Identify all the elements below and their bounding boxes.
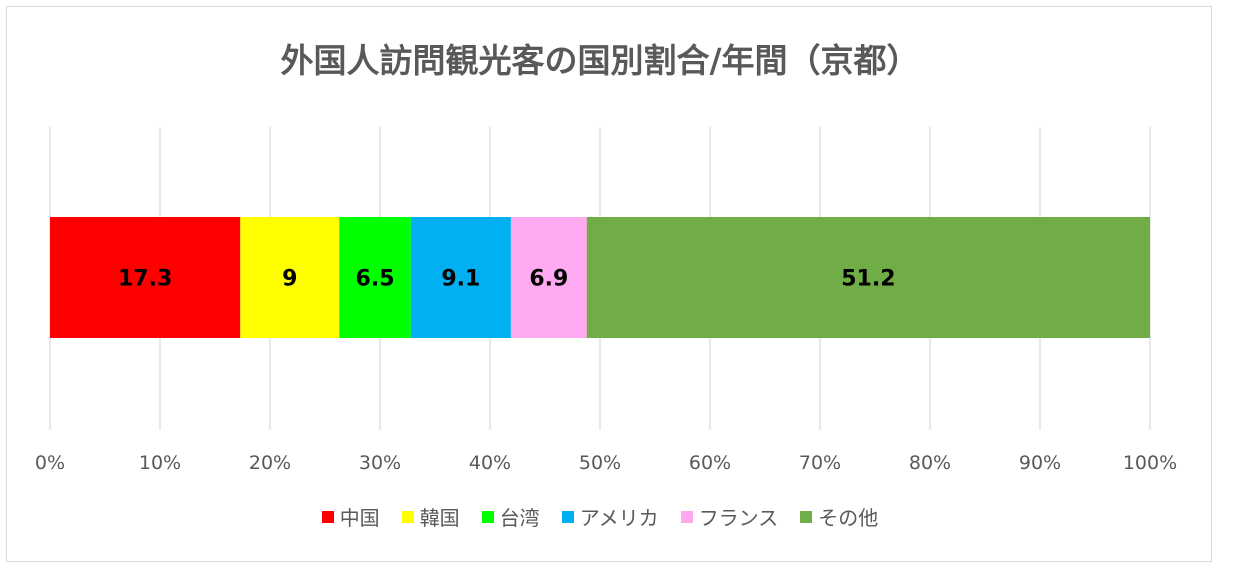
x-tick-label: 70% xyxy=(799,452,841,474)
x-tick-label: 60% xyxy=(689,452,731,474)
legend-item: 中国 xyxy=(321,502,380,531)
legend-item: アメリカ xyxy=(561,502,659,531)
chart-plot-area: 17.3 9 6.5 9.1 6.9 51.2 0% 10% 20% 30% 40% 50% 60% 7… xyxy=(35,127,1177,474)
bar-segment xyxy=(586,217,1150,338)
legend-swatch xyxy=(561,510,574,523)
x-tick-label: 80% xyxy=(909,452,951,474)
data-label: 51.2 xyxy=(841,267,895,292)
legend-item: その他 xyxy=(800,502,878,531)
x-tick-label: 0% xyxy=(35,452,65,474)
bar-segment xyxy=(510,217,587,338)
data-label: 6.9 xyxy=(529,267,568,292)
legend-label: 韓国 xyxy=(419,506,460,530)
legend-swatch xyxy=(321,510,334,523)
x-tick-label: 40% xyxy=(469,452,511,474)
x-tick-label: 30% xyxy=(359,452,401,474)
chart-legend: 中国 韓国 台湾 アメリカ フランス その他 xyxy=(0,502,1200,531)
data-label: 9 xyxy=(282,267,297,292)
legend-label: アメリカ xyxy=(579,506,659,530)
data-label: 9.1 xyxy=(441,267,480,292)
legend-item: フランス xyxy=(680,502,779,531)
data-label: 17.3 xyxy=(118,267,172,292)
x-tick-label: 10% xyxy=(139,452,181,474)
legend-label: フランス xyxy=(698,506,779,530)
x-tick-label: 100% xyxy=(1123,452,1177,474)
legend-label: 台湾 xyxy=(499,506,540,530)
x-tick-label: 50% xyxy=(579,452,621,474)
data-label: 6.5 xyxy=(356,267,395,292)
legend-item: 韓国 xyxy=(401,502,460,531)
legend-item: 台湾 xyxy=(481,502,540,531)
legend-label: その他 xyxy=(818,506,879,530)
bar-segment xyxy=(240,217,340,338)
legend-label: 中国 xyxy=(339,506,380,530)
legend-swatch xyxy=(800,510,813,523)
x-tick-label: 90% xyxy=(1019,452,1061,474)
legend-swatch xyxy=(481,510,494,523)
bar-segment xyxy=(410,217,511,338)
legend-swatch xyxy=(680,510,693,523)
bar-segment xyxy=(50,217,241,338)
chart-title: 外国人訪問観光客の国別割合/年間（京都） xyxy=(280,41,920,80)
legend-swatch xyxy=(401,510,414,523)
bar-segment xyxy=(339,217,411,338)
x-tick-label: 20% xyxy=(249,452,291,474)
